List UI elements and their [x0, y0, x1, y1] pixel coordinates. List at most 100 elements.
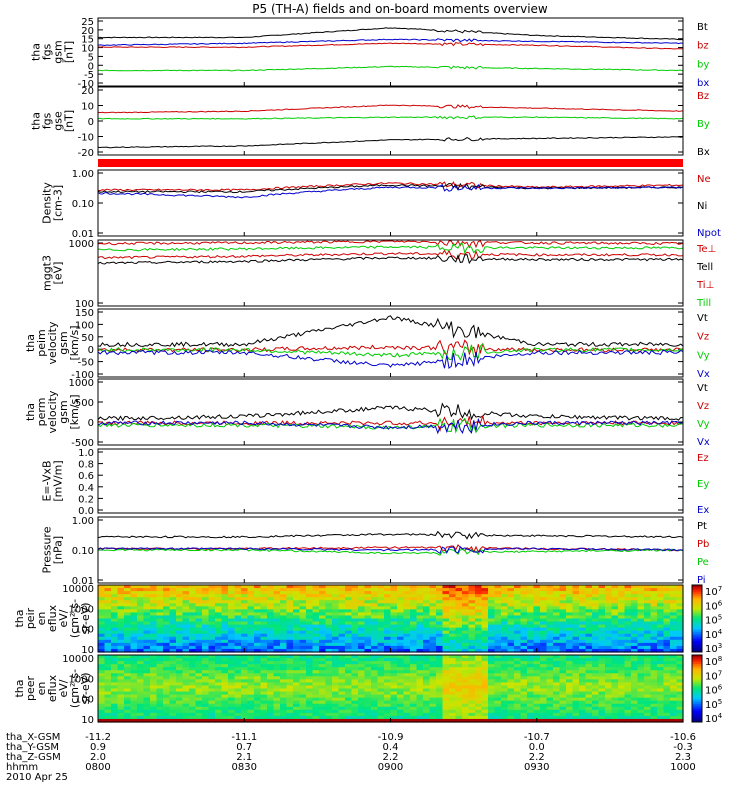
heatmap-cell [364, 597, 372, 601]
heatmap-cell [533, 636, 541, 641]
heatmap-cell [156, 703, 164, 708]
heatmap-cell [98, 688, 106, 693]
heatmap-cell [358, 609, 366, 614]
heatmap-cell [338, 682, 346, 687]
heatmap-cell [514, 585, 522, 589]
heatmap-cell [111, 673, 119, 677]
heatmap-cell [449, 588, 457, 592]
heatmap-cell [293, 706, 301, 711]
heatmap-cell [598, 694, 606, 699]
heatmap-cell [228, 636, 236, 641]
heatmap-cell [345, 664, 353, 668]
heatmap-cell [449, 661, 457, 665]
heatmap-cell [657, 676, 665, 680]
heatmap-cell [163, 661, 171, 665]
heatmap-cell [403, 615, 411, 620]
heatmap-cell [566, 618, 574, 623]
heatmap-cell [143, 606, 151, 610]
heatmap-cell [624, 618, 632, 623]
heatmap-cell [650, 615, 658, 620]
heatmap-cell [364, 636, 372, 641]
heatmap-cell [325, 588, 333, 592]
heatmap-cell [650, 603, 658, 607]
heatmap-cell [455, 606, 463, 610]
heatmap-cell [293, 661, 301, 665]
heatmap-cell [527, 670, 535, 674]
heatmap-cell [481, 648, 489, 653]
heatmap-cell [605, 661, 613, 665]
heatmap-cell [124, 706, 132, 711]
heatmap-cell [390, 679, 398, 684]
heatmap-cell [234, 691, 242, 696]
heatmap-cell [494, 639, 502, 644]
heatmap-cell [293, 609, 301, 614]
heatmap-cell [176, 694, 184, 699]
heatmap-cell [215, 712, 223, 717]
heatmap-cell [585, 642, 593, 647]
heatmap-cell [325, 706, 333, 711]
heatmap-cell [143, 691, 151, 696]
heatmap-cell [306, 718, 314, 723]
ylabel-line: tha [24, 334, 37, 352]
heatmap-cell [267, 703, 275, 708]
heatmap-cell [215, 603, 223, 607]
heatmap-cell [241, 709, 249, 714]
heatmap-cell [631, 694, 639, 699]
heatmap-cell [176, 630, 184, 635]
heatmap-cell [150, 612, 158, 617]
heatmap-cell [429, 624, 437, 629]
heatmap-cell [449, 706, 457, 711]
heatmap-cell [449, 703, 457, 708]
heatmap-cell [169, 661, 177, 665]
heatmap-cell [332, 712, 340, 717]
heatmap-cell [377, 694, 385, 699]
heatmap-cell [299, 606, 307, 610]
heatmap-cell [280, 639, 288, 644]
heatmap-cell [293, 636, 301, 641]
heatmap-cell [605, 609, 613, 614]
heatmap-cell [494, 588, 502, 592]
heatmap-cell [553, 642, 561, 647]
heatmap-cell [195, 655, 203, 659]
heatmap-cell [228, 712, 236, 717]
heatmap-cell [150, 709, 158, 714]
heatmap-cell [585, 703, 593, 708]
heatmap-cell [611, 709, 619, 714]
colorbar-segment [692, 602, 702, 606]
heatmap-cell [462, 706, 470, 711]
heatmap-cell [559, 694, 567, 699]
heatmap-cell [117, 655, 125, 659]
heatmap-cell [423, 645, 431, 650]
heatmap-cell [579, 664, 587, 668]
heatmap-cell [137, 630, 145, 635]
ylabel-line: [cm-3] [52, 185, 65, 221]
heatmap-cell [163, 615, 171, 620]
heatmap-cell [449, 597, 457, 601]
heatmap-cell [455, 703, 463, 708]
heatmap-cell [208, 633, 216, 638]
heatmap-cell [566, 627, 574, 632]
heatmap-cell [208, 655, 216, 659]
heatmap-cell [553, 594, 561, 598]
heatmap-cell [299, 645, 307, 650]
heatmap-cell [364, 685, 372, 690]
heatmap-cell [462, 624, 470, 629]
heatmap-cell [507, 679, 515, 684]
heatmap-cell [572, 630, 580, 635]
heatmap-cell [371, 636, 379, 641]
heatmap-cell [475, 606, 483, 610]
heatmap-cell [364, 618, 372, 623]
heatmap-cell [657, 594, 665, 598]
heatmap-cell [143, 591, 151, 595]
heatmap-cell [293, 639, 301, 644]
heatmap-cell [410, 591, 418, 595]
heatmap-cell [260, 679, 268, 684]
heatmap-cell [208, 712, 216, 717]
heatmap-cell [332, 585, 340, 589]
heatmap-cell [286, 709, 294, 714]
heatmap-cell [637, 642, 645, 647]
heatmap-cell [234, 645, 242, 650]
heatmap-cell [455, 636, 463, 641]
heatmap-cell [670, 633, 678, 638]
heatmap-cell [540, 609, 548, 614]
